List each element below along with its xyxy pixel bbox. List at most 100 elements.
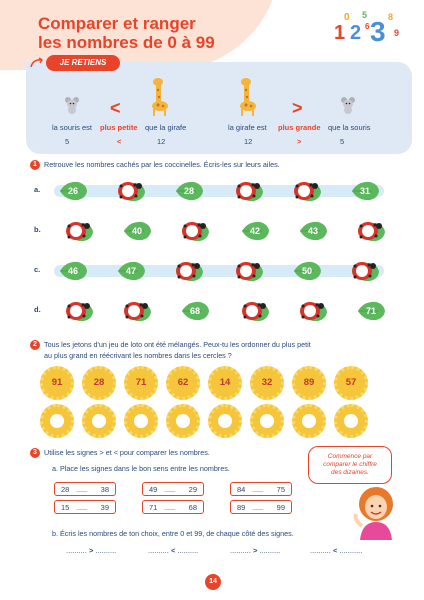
sign-blank[interactable]: .......... xyxy=(76,503,88,512)
retiens-text: que la girafe xyxy=(145,123,187,132)
sign-blank[interactable]: .......... xyxy=(164,485,176,494)
blank-left[interactable]: .......... xyxy=(66,546,87,555)
leaf-value: 26 xyxy=(67,186,78,196)
ladybug-answer-box[interactable] xyxy=(180,218,210,244)
leaf-number: 50 xyxy=(292,260,322,282)
right-number: 38 xyxy=(100,485,109,494)
less-than-sign: < xyxy=(110,98,121,118)
blank-comparison[interactable]: .......... < ........... xyxy=(310,546,362,555)
retiens-relation: plus petite xyxy=(100,123,138,132)
answer-circle[interactable] xyxy=(124,404,158,438)
loto-token: 71 xyxy=(124,366,158,400)
leaf-number: 71 xyxy=(356,300,386,322)
retiens-text: la girafe est xyxy=(228,123,267,132)
comparison-box[interactable]: 89.......... 99 xyxy=(230,500,292,514)
comparison-box[interactable]: 28.......... 38 xyxy=(54,482,116,496)
row-label: b. xyxy=(34,225,41,234)
ladybug-answer-box[interactable] xyxy=(350,258,380,284)
blank-left[interactable]: .......... xyxy=(230,546,251,555)
answer-circle[interactable] xyxy=(40,404,74,438)
blank-right[interactable]: .......... xyxy=(177,546,199,555)
exercise-instruction: Retrouve les nombres cachés par les cocc… xyxy=(44,160,280,169)
loto-token: 89 xyxy=(292,366,326,400)
ladybug-answer-box[interactable] xyxy=(64,298,94,324)
exercise-instruction: Tous les jetons d'un jeu de loto ont été… xyxy=(44,340,311,349)
blank-comparison[interactable]: .......... > .......... xyxy=(230,546,280,555)
leaf-value: 50 xyxy=(301,266,312,276)
blank-right[interactable]: ........... xyxy=(339,546,363,555)
sign-blank[interactable]: .......... xyxy=(252,503,264,512)
row-label: a. xyxy=(34,185,41,194)
loto-token: 91 xyxy=(40,366,74,400)
leaf-number: 46 xyxy=(58,260,88,282)
answer-circle[interactable] xyxy=(208,404,242,438)
ladybug-answer-box[interactable] xyxy=(64,218,94,244)
leaf-value: 40 xyxy=(131,226,142,236)
leaf-value: 47 xyxy=(125,266,136,276)
answer-circle[interactable] xyxy=(166,404,200,438)
right-number: 39 xyxy=(100,503,109,512)
leaf-number: 47 xyxy=(116,260,146,282)
retiens-value: 12 xyxy=(244,137,253,146)
logo-digit: 3 xyxy=(370,16,386,47)
sign-blank[interactable]: .......... xyxy=(252,485,264,494)
ladybug-answer-box[interactable] xyxy=(240,298,270,324)
exercise-number: 2 xyxy=(30,340,40,350)
answer-circle[interactable] xyxy=(82,404,116,438)
ladybug-answer-box[interactable] xyxy=(174,258,204,284)
exercise-instruction: Utilise les signes > et < pour comparer … xyxy=(44,448,210,457)
answer-circle[interactable] xyxy=(334,404,368,438)
exercise-number: 3 xyxy=(30,448,40,458)
token-value: 28 xyxy=(93,377,105,388)
comparison-sign: > xyxy=(88,546,94,555)
blank-right[interactable]: .......... xyxy=(95,546,117,555)
blank-right[interactable]: .......... xyxy=(259,546,281,555)
logo-digit: 8 xyxy=(388,12,394,22)
ladybug-answer-box[interactable] xyxy=(292,178,322,204)
blank-left[interactable]: .......... xyxy=(148,546,169,555)
logo-digit: 6 xyxy=(365,22,370,31)
blank-comparison[interactable]: .......... < .......... xyxy=(148,546,198,555)
comparison-box[interactable]: 84.......... 75 xyxy=(230,482,292,496)
retiens-value: 12 xyxy=(157,137,166,146)
loto-token: 28 xyxy=(82,366,116,400)
left-number: 15 xyxy=(61,503,70,512)
answer-circle[interactable] xyxy=(250,404,284,438)
leaf-number: 42 xyxy=(240,220,270,242)
leaf-value: 68 xyxy=(189,306,200,316)
comparison-box[interactable]: 49.......... 29 xyxy=(142,482,204,496)
ladybug-answer-box[interactable] xyxy=(298,298,328,324)
ladybug-answer-box[interactable] xyxy=(234,258,264,284)
answer-circle[interactable] xyxy=(292,404,326,438)
number-band xyxy=(54,265,384,277)
logo-digit: 5 xyxy=(362,10,368,20)
retiens-value: 5 xyxy=(340,137,345,146)
ladybug-answer-box[interactable] xyxy=(356,218,386,244)
sign-blank[interactable]: .......... xyxy=(164,503,176,512)
left-number: 49 xyxy=(149,485,158,494)
blank-comparison[interactable]: .......... > .......... xyxy=(66,546,116,555)
loto-token: 57 xyxy=(334,366,368,400)
retiens-relation: plus grande xyxy=(278,123,321,132)
leaf-number: 31 xyxy=(350,180,380,202)
comparison-box[interactable]: 15.......... 39 xyxy=(54,500,116,514)
token-value: 32 xyxy=(261,377,273,388)
row-label: c. xyxy=(34,265,41,274)
comparison-sign: > xyxy=(252,546,258,555)
leaf-value: 31 xyxy=(359,186,370,196)
retiens-text: la souris est xyxy=(52,123,93,132)
token-value: 14 xyxy=(219,377,231,388)
sign-blank[interactable]: .......... xyxy=(76,485,88,494)
blank-left[interactable]: .......... xyxy=(310,546,331,555)
retiens-sign: < xyxy=(117,137,122,146)
ladybug-answer-box[interactable] xyxy=(234,178,264,204)
left-number: 84 xyxy=(237,485,246,494)
token-value: 89 xyxy=(303,377,315,388)
ladybug-answer-box[interactable] xyxy=(116,178,146,204)
ladybug-answer-box[interactable] xyxy=(122,298,152,324)
hint-line: comparer le chiffre xyxy=(323,461,377,468)
token-value: 71 xyxy=(135,377,147,388)
comparison-box[interactable]: 71.......... 68 xyxy=(142,500,204,514)
token-value: 91 xyxy=(51,377,63,388)
